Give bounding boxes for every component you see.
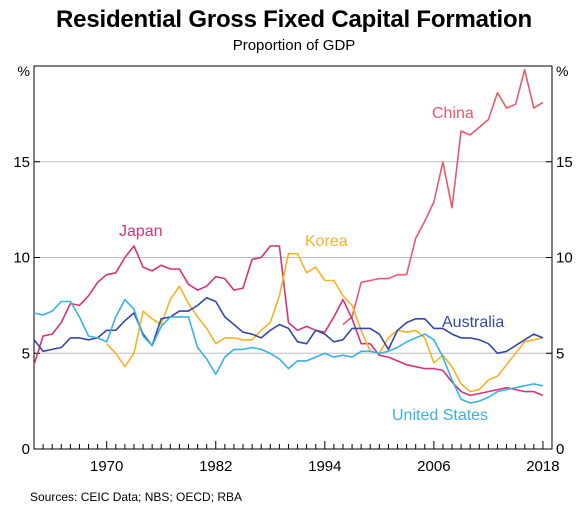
series-label-australia: Australia [442, 314, 504, 331]
series-label-united-states: United States [392, 407, 488, 424]
xtick-label-1994: 1994 [308, 458, 341, 475]
xtick-label-2006: 2006 [417, 458, 450, 475]
series-line-united-states [33, 298, 544, 404]
series-line-korea [106, 252, 544, 393]
unit-label-right: % [556, 63, 568, 79]
ytick-label-left-10: 10 [13, 250, 30, 267]
source-note: Sources: CEIC Data; NBS; OECD; RBA [30, 490, 243, 504]
series-label-japan: Japan [119, 223, 163, 240]
ytick-label-left-5: 5 [22, 345, 30, 362]
series-line-australia [33, 296, 544, 355]
ytick-label-left-15: 15 [13, 154, 30, 171]
unit-label-left: % [18, 63, 30, 79]
ytick-label-right-0: 0 [556, 441, 564, 458]
series-layer [33, 69, 544, 404]
ytick-label-right-15: 15 [556, 154, 573, 171]
xtick-label-1970: 1970 [90, 458, 123, 475]
tick-marks [34, 161, 552, 450]
ytick-label-right-10: 10 [556, 250, 573, 267]
series-label-korea: Korea [305, 233, 348, 250]
ytick-label-right-5: 5 [556, 345, 564, 362]
chart-title: Residential Gross Fixed Capital Formatio… [56, 6, 532, 33]
series-line-china [342, 69, 544, 326]
axis-labels: 0 0 5 5 10 10 15 15% % 1970 1982 1994 2006 2018 [13, 63, 572, 475]
ytick-label-left-0: 0 [22, 441, 30, 458]
chart-subtitle: Proportion of GDP [232, 37, 356, 54]
xtick-label-2018: 2018 [526, 458, 559, 475]
series-label-china: China [432, 105, 474, 122]
series-line-japan [33, 245, 544, 397]
xtick-label-1982: 1982 [199, 458, 232, 475]
series-labels: China Japan Korea Australia United States [119, 105, 504, 424]
grid-lines [34, 161, 552, 354]
